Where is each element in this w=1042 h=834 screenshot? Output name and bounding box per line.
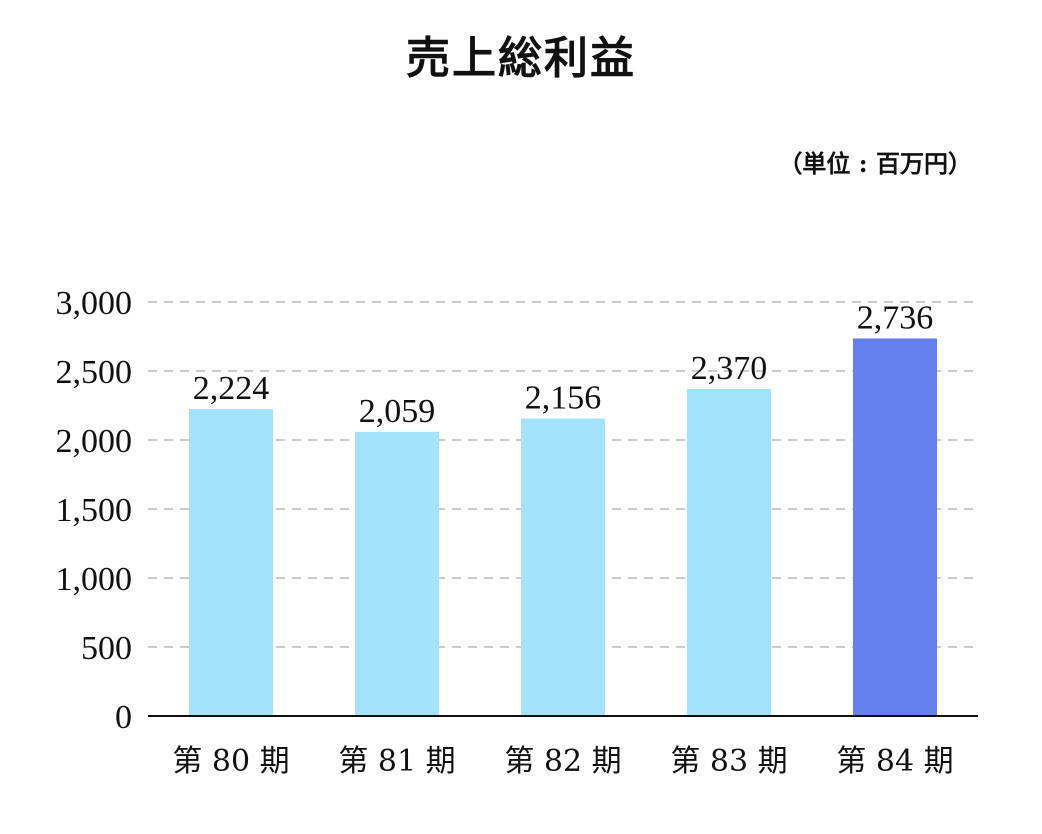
y-tick-label: 3,000 — [56, 285, 133, 322]
x-category-label: 第 82 期 — [504, 744, 621, 779]
value-label: 2,370 — [691, 350, 768, 387]
value-label: 2,736 — [857, 299, 934, 336]
bars — [189, 338, 937, 716]
y-tick-label: 500 — [81, 630, 132, 667]
chart-title: 売上総利益 — [406, 33, 636, 84]
bar — [189, 409, 273, 716]
y-tick-label: 0 — [115, 699, 132, 736]
value-label: 2,224 — [193, 370, 270, 407]
bar — [853, 338, 937, 716]
y-tick-label: 1,000 — [56, 561, 133, 598]
x-category-label: 第 81 期 — [338, 744, 455, 779]
bar — [355, 431, 439, 716]
x-category-label: 第 80 期 — [172, 744, 289, 779]
value-label: 2,059 — [359, 393, 436, 430]
grid-lines — [148, 301, 978, 648]
y-tick-label: 2,000 — [56, 423, 133, 460]
bar — [687, 388, 771, 716]
x-category-label: 第 84 期 — [836, 744, 953, 779]
y-tick-label: 2,500 — [56, 354, 133, 391]
labels: 0 500 1,000 1,500 2,000 2,500 3,000 2,224 第 80 期… — [56, 285, 954, 779]
value-label: 2,156 — [525, 379, 602, 416]
unit-label: （単位 : 百万円） — [778, 149, 972, 178]
x-category-label: 第 83 期 — [670, 744, 787, 779]
bar — [521, 418, 605, 716]
y-tick-label: 1,500 — [56, 492, 133, 529]
